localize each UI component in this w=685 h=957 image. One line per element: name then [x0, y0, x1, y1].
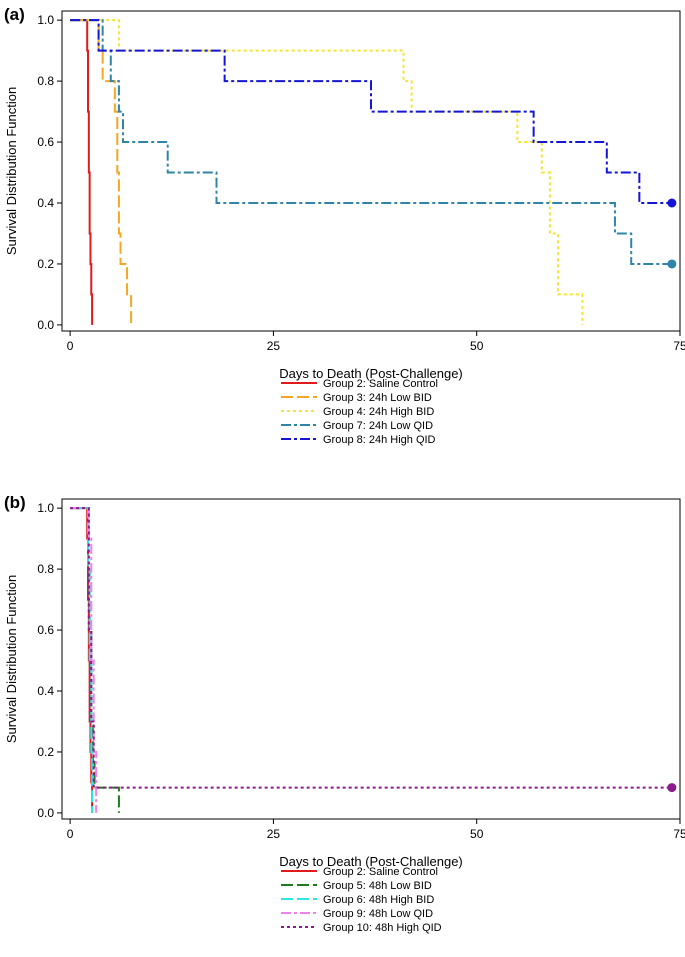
chart-a-legend-label-5: Group 8: 24h High QID [323, 434, 436, 446]
chart-a-legend-label-3: Group 4: 24h High BID [323, 406, 434, 418]
chart-b-legend-label-5: Group 10: 48h High QID [323, 922, 442, 934]
chart-a-legend-label-2: Group 3: 24h Low BID [323, 392, 432, 404]
chart-b-ytick-label: 0.6 [37, 623, 54, 637]
chart-b-xtick-label: 50 [470, 827, 484, 841]
panel-a: (a) 0.0 0.2 0.4 0.6 0.8 1.0 0 25 50 75 Days to Deat… [0, 0, 685, 475]
chart-a-xtick-label: 75 [673, 339, 685, 353]
chart-a-panel-label: (a) [4, 5, 25, 24]
chart-a-x-axis-label: Days to Death (Post-Challenge) [279, 366, 463, 381]
chart-b-ytick-label: 0.0 [37, 806, 54, 820]
chart-a-ytick-label: 0.4 [37, 196, 54, 210]
chart-a-ytick-label: 0.0 [37, 318, 54, 332]
chart-b-plot-frame [61, 498, 681, 820]
chart-b-legend-label-1: Group 2: Saline Control [323, 866, 438, 878]
chart-b-x-axis-label: Days to Death (Post-Challenge) [279, 854, 463, 869]
panel-b: (b) 0.0 0.2 0.4 0.6 0.8 1.0 0 25 50 75 Days to Deat… [0, 488, 685, 957]
chart-a-series-line-4 [70, 19, 672, 265]
chart-b-series-line-5 [70, 507, 672, 789]
chart-b-ytick-label: 0.4 [37, 684, 54, 698]
chart-b-ytick-label: 0.8 [37, 562, 54, 576]
chart-b-y-axis-label: Survival Distribution Function [4, 575, 19, 743]
chart-a-series-line-5 [70, 19, 672, 204]
chart-b-panel-label: (b) [4, 493, 26, 512]
chart-b-xtick-label: 25 [267, 827, 281, 841]
chart-a-series-line-1 [70, 19, 94, 325]
chart-b-xtick-label: 75 [673, 827, 685, 841]
survival-chart-a: (a) 0.0 0.2 0.4 0.6 0.8 1.0 0 25 50 75 Days to Deat… [4, 5, 685, 446]
chart-a-censor-marker-5 [667, 198, 677, 208]
chart-a-xtick-label: 0 [67, 339, 74, 353]
chart-a-ytick-label: 0.6 [37, 135, 54, 149]
chart-a-ytick-label: 0.2 [37, 257, 54, 271]
chart-a-censor-marker-4 [667, 259, 677, 269]
chart-a-xtick-label: 50 [470, 339, 484, 353]
chart-b-ytick-label: 0.2 [37, 745, 54, 759]
chart-a-ytick-label: 0.8 [37, 74, 54, 88]
chart-b-ytick-label: 1.0 [37, 501, 54, 515]
chart-a-series-line-3 [70, 19, 584, 325]
chart-a-ytick-label: 1.0 [37, 13, 54, 27]
chart-a-legend-label-4: Group 7: 24h Low QID [323, 420, 433, 432]
chart-b-legend-label-4: Group 9: 48h Low QID [323, 908, 433, 920]
chart-a-xtick-label: 25 [267, 339, 281, 353]
chart-b-legend-label-2: Group 5: 48h Low BID [323, 880, 432, 892]
chart-b-legend-label-3: Group 6: 48h High BID [323, 894, 434, 906]
chart-a-y-axis-label: Survival Distribution Function [4, 87, 19, 255]
survival-chart-b: (b) 0.0 0.2 0.4 0.6 0.8 1.0 0 25 50 75 Days to Deat… [4, 493, 685, 934]
chart-b-censor-marker-5 [667, 783, 677, 793]
chart-a-plot-frame [61, 10, 681, 332]
chart-b-series-line-4 [70, 507, 98, 813]
chart-a-series-line-2 [70, 19, 133, 325]
chart-b-xtick-label: 0 [67, 827, 74, 841]
chart-a-legend-label-1: Group 2: Saline Control [323, 378, 438, 390]
